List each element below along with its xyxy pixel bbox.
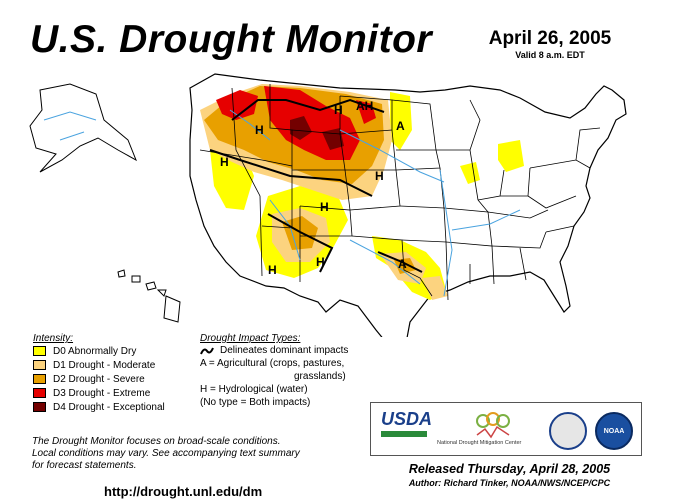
- impact-delineates-label: Delineates dominant impacts: [220, 345, 349, 356]
- alaska: [29, 83, 137, 173]
- impact-labels: H H AH A H H H H H A A: [220, 99, 407, 277]
- impact-both: (No type = Both impacts): [200, 397, 311, 408]
- d4-swatch: [33, 402, 46, 412]
- commerce-seal-icon: [549, 412, 587, 450]
- drought-url-link[interactable]: http://drought.unl.edu/dm: [104, 484, 263, 499]
- map-label-h: H: [268, 263, 277, 277]
- impact-agricultural: A = Agricultural (crops, pastures,: [200, 358, 345, 369]
- map-label-a: A: [396, 119, 405, 133]
- legend-item: D2 Drought - Severe: [33, 372, 165, 386]
- noaa-logo: NOAA: [595, 412, 633, 450]
- d2-swatch: [33, 374, 46, 384]
- legend-item: D3 Drought - Extreme: [33, 386, 165, 400]
- legend-item: D1 Drought - Moderate: [33, 358, 165, 372]
- legend-label: D2 Drought - Severe: [53, 373, 145, 385]
- legend-label: D4 Drought - Exceptional: [53, 401, 165, 413]
- map-label-h: H: [316, 255, 325, 269]
- note-line: The Drought Monitor focuses on broad-sca…: [32, 436, 281, 447]
- impact-heading: Drought Impact Types:: [200, 333, 301, 344]
- map-label-h: H: [375, 169, 384, 183]
- impact-agricultural-cont: grasslands): [294, 371, 346, 382]
- note-line: Local conditions may vary. See accompany…: [32, 448, 300, 459]
- map-label-h: H: [334, 103, 343, 117]
- author-credit: Author: Richard Tinker, NOAA/NWS/NCEP/CP…: [408, 478, 611, 488]
- map-label-h: H: [255, 123, 264, 137]
- impact-line-icon: [200, 347, 214, 354]
- legend-label: D0 Abnormally Dry: [53, 345, 137, 357]
- map-label-a: A: [398, 257, 407, 271]
- legend-label: D1 Drought - Moderate: [53, 359, 156, 371]
- d0-swatch: [33, 346, 46, 356]
- map-label-h: H: [320, 200, 329, 214]
- note-line: for forecast statements.: [32, 460, 137, 471]
- impact-hydrological: H = Hydrological (water): [200, 384, 308, 395]
- map-label-ah: AH: [356, 99, 373, 113]
- usda-logo: USDA: [381, 409, 433, 429]
- legend-label: D3 Drought - Extreme: [53, 387, 151, 399]
- map-title: U.S. Drought Monitor: [30, 18, 433, 61]
- impact-delineates: Delineates dominant impacts: [200, 344, 348, 357]
- impact-boundaries: [209, 98, 423, 273]
- legend-item: D4 Drought - Exceptional: [33, 400, 165, 414]
- legend-heading: Intensity:: [33, 333, 74, 344]
- ndmc-logo: National Drought Mitigation Center: [437, 440, 522, 446]
- d3-swatch: [33, 388, 46, 398]
- map-label-h: H: [220, 155, 229, 169]
- intensity-legend: Intensity: D0 Abnormally Dry D1 Drought …: [33, 333, 165, 414]
- release-date: Released Thursday, April 28, 2005: [408, 462, 611, 476]
- partner-logos: USDA National Drought Mitigation Center …: [370, 402, 642, 456]
- state-boundaries: [199, 84, 601, 301]
- valid-time: Valid 8 a.m. EDT: [515, 50, 585, 60]
- drought-map: H H AH A H H H H H A A: [29, 73, 627, 337]
- map-date: April 26, 2005: [488, 28, 612, 49]
- rivers: [229, 109, 521, 297]
- hawaii: [117, 269, 181, 323]
- disclaimer-note: The Drought Monitor focuses on broad-sca…: [32, 436, 300, 472]
- ndmc-logo-icon: [476, 412, 510, 439]
- usda-logo-bar: [381, 431, 427, 437]
- alaska-rivers: [43, 111, 97, 141]
- d1-swatch: [33, 360, 46, 370]
- impact-legend: Drought Impact Types: Delineates dominan…: [200, 333, 348, 409]
- legend-item: D0 Abnormally Dry: [33, 344, 165, 358]
